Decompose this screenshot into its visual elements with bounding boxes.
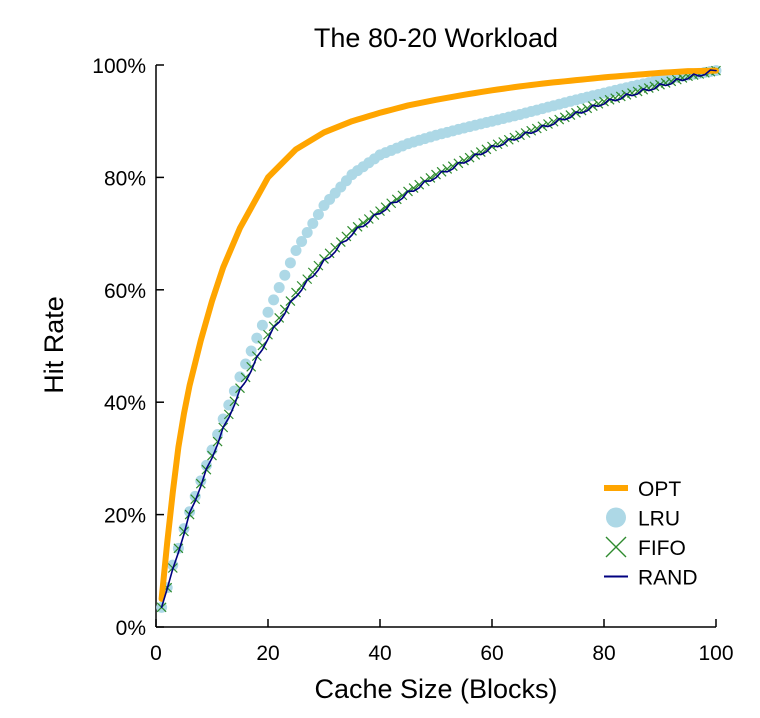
y-tick-label: 80% [104, 167, 146, 190]
lru-point [273, 282, 285, 294]
legend-item-opt: OPT [604, 478, 681, 501]
x-tick-label: 80 [592, 642, 615, 665]
fifo-point [610, 93, 621, 104]
fifo-point [677, 73, 688, 83]
lru-point [228, 385, 240, 397]
series-line-opt [158, 67, 719, 602]
legend-label: LRU [638, 508, 680, 531]
fifo-point [526, 125, 537, 136]
fifo-point [307, 267, 318, 278]
fifo-point [363, 214, 374, 224]
legend-item-fifo: FIFO [605, 536, 686, 560]
x-tick-label: 40 [368, 642, 391, 665]
fifo-point [660, 78, 671, 88]
legend-swatch [606, 507, 626, 528]
y-tick-label: 20% [104, 505, 146, 528]
lru-point [290, 244, 302, 256]
x-axis-label: Cache Size (Blocks) [314, 674, 557, 704]
fifo-point [543, 119, 553, 129]
series-line-rand [160, 69, 717, 609]
series-opt [158, 67, 719, 602]
fifo-point [447, 161, 458, 172]
fifo-point [397, 190, 408, 201]
lru-point [251, 332, 263, 344]
y-tick-label: 40% [104, 392, 146, 415]
series-lru [156, 65, 722, 613]
x-tick-label: 0 [150, 642, 162, 665]
lru-point [262, 306, 274, 318]
lru-point [296, 235, 308, 247]
y-tick-label: 100% [92, 55, 146, 78]
lru-point [268, 294, 280, 306]
fifo-point [274, 312, 285, 323]
lru-point [256, 319, 268, 331]
fifo-point [291, 287, 301, 298]
lru-point [234, 371, 246, 383]
fifo-point [643, 83, 654, 93]
lru-point [223, 399, 235, 411]
y-axis-label: Hit Rate [39, 296, 69, 394]
y-tick-label: 60% [104, 280, 146, 303]
fifo-point [313, 260, 324, 271]
fifo-point [464, 152, 475, 163]
legend-item-lru: LRU [606, 507, 680, 531]
x-tick-label: 60 [480, 642, 503, 665]
fifo-point [347, 225, 357, 236]
lru-point [279, 269, 291, 281]
fifo-point [380, 202, 391, 213]
lru-point [240, 358, 252, 370]
chart-title: The 80-20 Workload [314, 23, 558, 53]
lru-point [307, 217, 319, 229]
legend-item-rand: RAND [604, 567, 698, 590]
lru-point [284, 257, 296, 269]
legend-label: OPT [638, 478, 681, 501]
legend: OPT LRU FIFO RAND [604, 478, 698, 590]
lru-point [312, 208, 324, 220]
fifo-point [358, 217, 369, 228]
fifo-point [627, 88, 637, 99]
series-fifo [156, 65, 721, 613]
fifo-point [492, 139, 503, 150]
fifo-point [509, 132, 520, 143]
fifo-point [559, 112, 570, 123]
axes [155, 65, 716, 628]
legend-label: RAND [638, 567, 698, 590]
series-rand [160, 69, 717, 609]
fifo-point [431, 169, 441, 180]
lru-point [301, 226, 313, 238]
fifo-point [212, 436, 223, 447]
y-tick-label: 0% [116, 617, 146, 640]
fifo-point [296, 280, 307, 291]
ticks: 0 20 40 60 80 100 0% 20% 40% 60% 80% 100% [92, 55, 733, 665]
fifo-point [414, 179, 425, 190]
series-layer [156, 65, 722, 613]
x-tick-label: 20 [256, 642, 279, 665]
legend-swatch [605, 536, 627, 558]
fifo-point [593, 98, 604, 109]
fifo-point [481, 144, 492, 155]
legend-label: FIFO [638, 537, 686, 560]
x-tick-label: 100 [698, 642, 733, 665]
fifo-point [576, 105, 587, 116]
